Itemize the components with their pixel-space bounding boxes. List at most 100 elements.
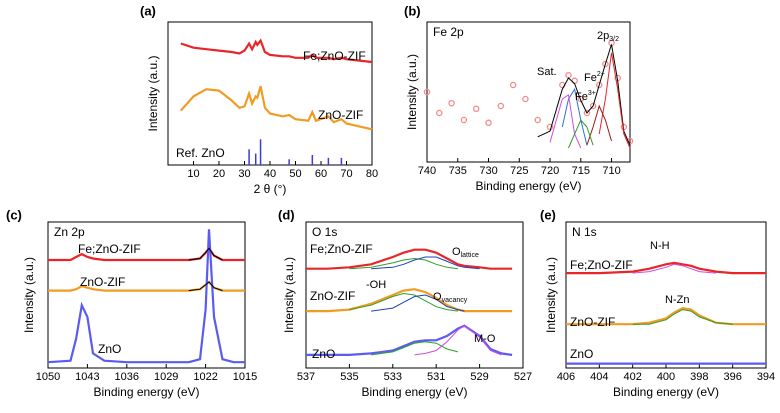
x-tick-label: 406	[557, 371, 575, 383]
plot-frame	[426, 21, 631, 163]
series-label: ZnO	[570, 347, 593, 361]
fit-line	[632, 263, 717, 274]
plot-frame	[47, 221, 246, 369]
fit-line	[549, 93, 582, 149]
plot-frame	[305, 221, 524, 369]
annotation: Sat.	[537, 66, 557, 78]
series-label: ZnO-ZIF	[318, 108, 363, 122]
annotation-text: O	[452, 246, 461, 258]
x-tick-label: 1043	[75, 371, 99, 383]
x-tick-label: 535	[340, 371, 358, 383]
data-point	[485, 119, 492, 127]
x-tick-label: 531	[427, 371, 445, 383]
x-tick-label: 710	[602, 165, 620, 177]
panel-label: (a)	[140, 3, 156, 18]
x-tick-label: 529	[470, 371, 488, 383]
series-label: ZnO	[98, 342, 121, 356]
annotation-text: Fe	[575, 91, 588, 103]
annotation: Fe3+	[575, 90, 596, 103]
panel-label: (e)	[540, 207, 556, 222]
data-point	[497, 102, 505, 110]
annotation-subscript: lattice	[461, 252, 479, 259]
data-point	[509, 81, 517, 89]
annotation-text: N-Zn	[665, 294, 689, 306]
fit-line	[561, 87, 588, 146]
annotation-superscript: 2+	[597, 71, 605, 78]
x-axis-label: Binding energy (eV)	[475, 179, 581, 193]
x-tick-label: 725	[510, 165, 528, 177]
annotation: Fe2+	[584, 71, 605, 84]
x-tick-label: 394	[757, 371, 775, 383]
spectrum-line	[48, 280, 245, 292]
x-tick-label: 730	[479, 165, 497, 177]
spectrum-line	[180, 38, 373, 64]
x-tick-label: 1036	[115, 371, 139, 383]
data-point	[448, 99, 455, 107]
x-tick-label: 398	[690, 371, 708, 383]
x-tick-label: 527	[514, 371, 532, 383]
x-tick-label: 80	[366, 168, 378, 180]
annotation: 2p3/2	[597, 30, 619, 43]
annotation-text: M-O	[474, 333, 496, 345]
x-tick-label: 402	[623, 371, 641, 383]
spectrum-line	[306, 248, 513, 270]
annotation: -OH	[366, 279, 386, 291]
series-label: Fe;ZnO-ZIF	[570, 258, 633, 272]
annotation: N-H	[650, 240, 670, 252]
x-tick-label: 404	[590, 371, 608, 383]
fit-line	[371, 341, 459, 356]
x-tick-label: 50	[289, 168, 301, 180]
data-point	[589, 102, 597, 110]
x-tick-label: 533	[384, 371, 402, 383]
x-tick-label: 10	[187, 168, 199, 180]
fit-line	[414, 325, 502, 356]
panel-title: N 1s	[572, 225, 597, 239]
fit-line	[586, 104, 612, 146]
annotation: N-Zn	[665, 294, 689, 306]
annotation-subscript: 3/2	[609, 36, 619, 43]
x-tick-label: 60	[315, 168, 327, 180]
annotation-superscript: 3+	[588, 90, 596, 97]
spectrum-line	[179, 85, 373, 131]
annotation: Olattice	[452, 246, 479, 259]
fit-line	[371, 294, 465, 312]
x-tick-label: 396	[723, 371, 741, 383]
fit-line	[568, 119, 594, 149]
series-label: ZnO-ZIF	[80, 275, 125, 289]
x-axis-label: 2 θ (°)	[254, 182, 287, 196]
fit-line	[188, 247, 223, 261]
fit-line	[632, 309, 733, 325]
data-point	[460, 116, 468, 124]
annotation: M-O	[474, 333, 496, 345]
spectrum-line	[306, 324, 513, 356]
data-point	[436, 109, 443, 117]
data-point	[534, 116, 541, 124]
annotation-text: 2p	[597, 30, 609, 42]
panel-title: Fe 2p	[433, 25, 464, 39]
series-label: Fe;ZnO-ZIF	[310, 242, 373, 256]
data-point	[565, 71, 572, 79]
data-point	[583, 109, 591, 117]
y-axis-label: Intensity (a.u.)	[146, 55, 160, 131]
fit-line	[537, 44, 631, 146]
x-tick-label: 20	[213, 168, 225, 180]
series-label: ZnO-ZIF	[310, 289, 355, 303]
panel-title: O 1s	[312, 225, 337, 239]
annotation: Ovacancy	[433, 291, 468, 304]
x-tick-label: 1029	[154, 371, 178, 383]
x-tick-label: 1015	[233, 371, 257, 383]
fit-line	[598, 52, 631, 149]
spectrum-line	[306, 288, 513, 313]
x-tick-label: 715	[572, 165, 590, 177]
x-axis-label: Binding energy (eV)	[93, 385, 199, 399]
annotation-text: O	[433, 291, 442, 303]
y-axis-label: Intensity (a.u.)	[282, 257, 296, 333]
annotation-text: Sat.	[537, 66, 557, 78]
panel-label: (d)	[278, 207, 295, 222]
series-label: Ref. ZnO	[176, 146, 225, 160]
x-axis-label: Binding energy (eV)	[613, 385, 719, 399]
series-label: Fe;ZnO-ZIF	[78, 242, 141, 256]
x-tick-label: 400	[657, 371, 675, 383]
data-point	[602, 60, 609, 68]
